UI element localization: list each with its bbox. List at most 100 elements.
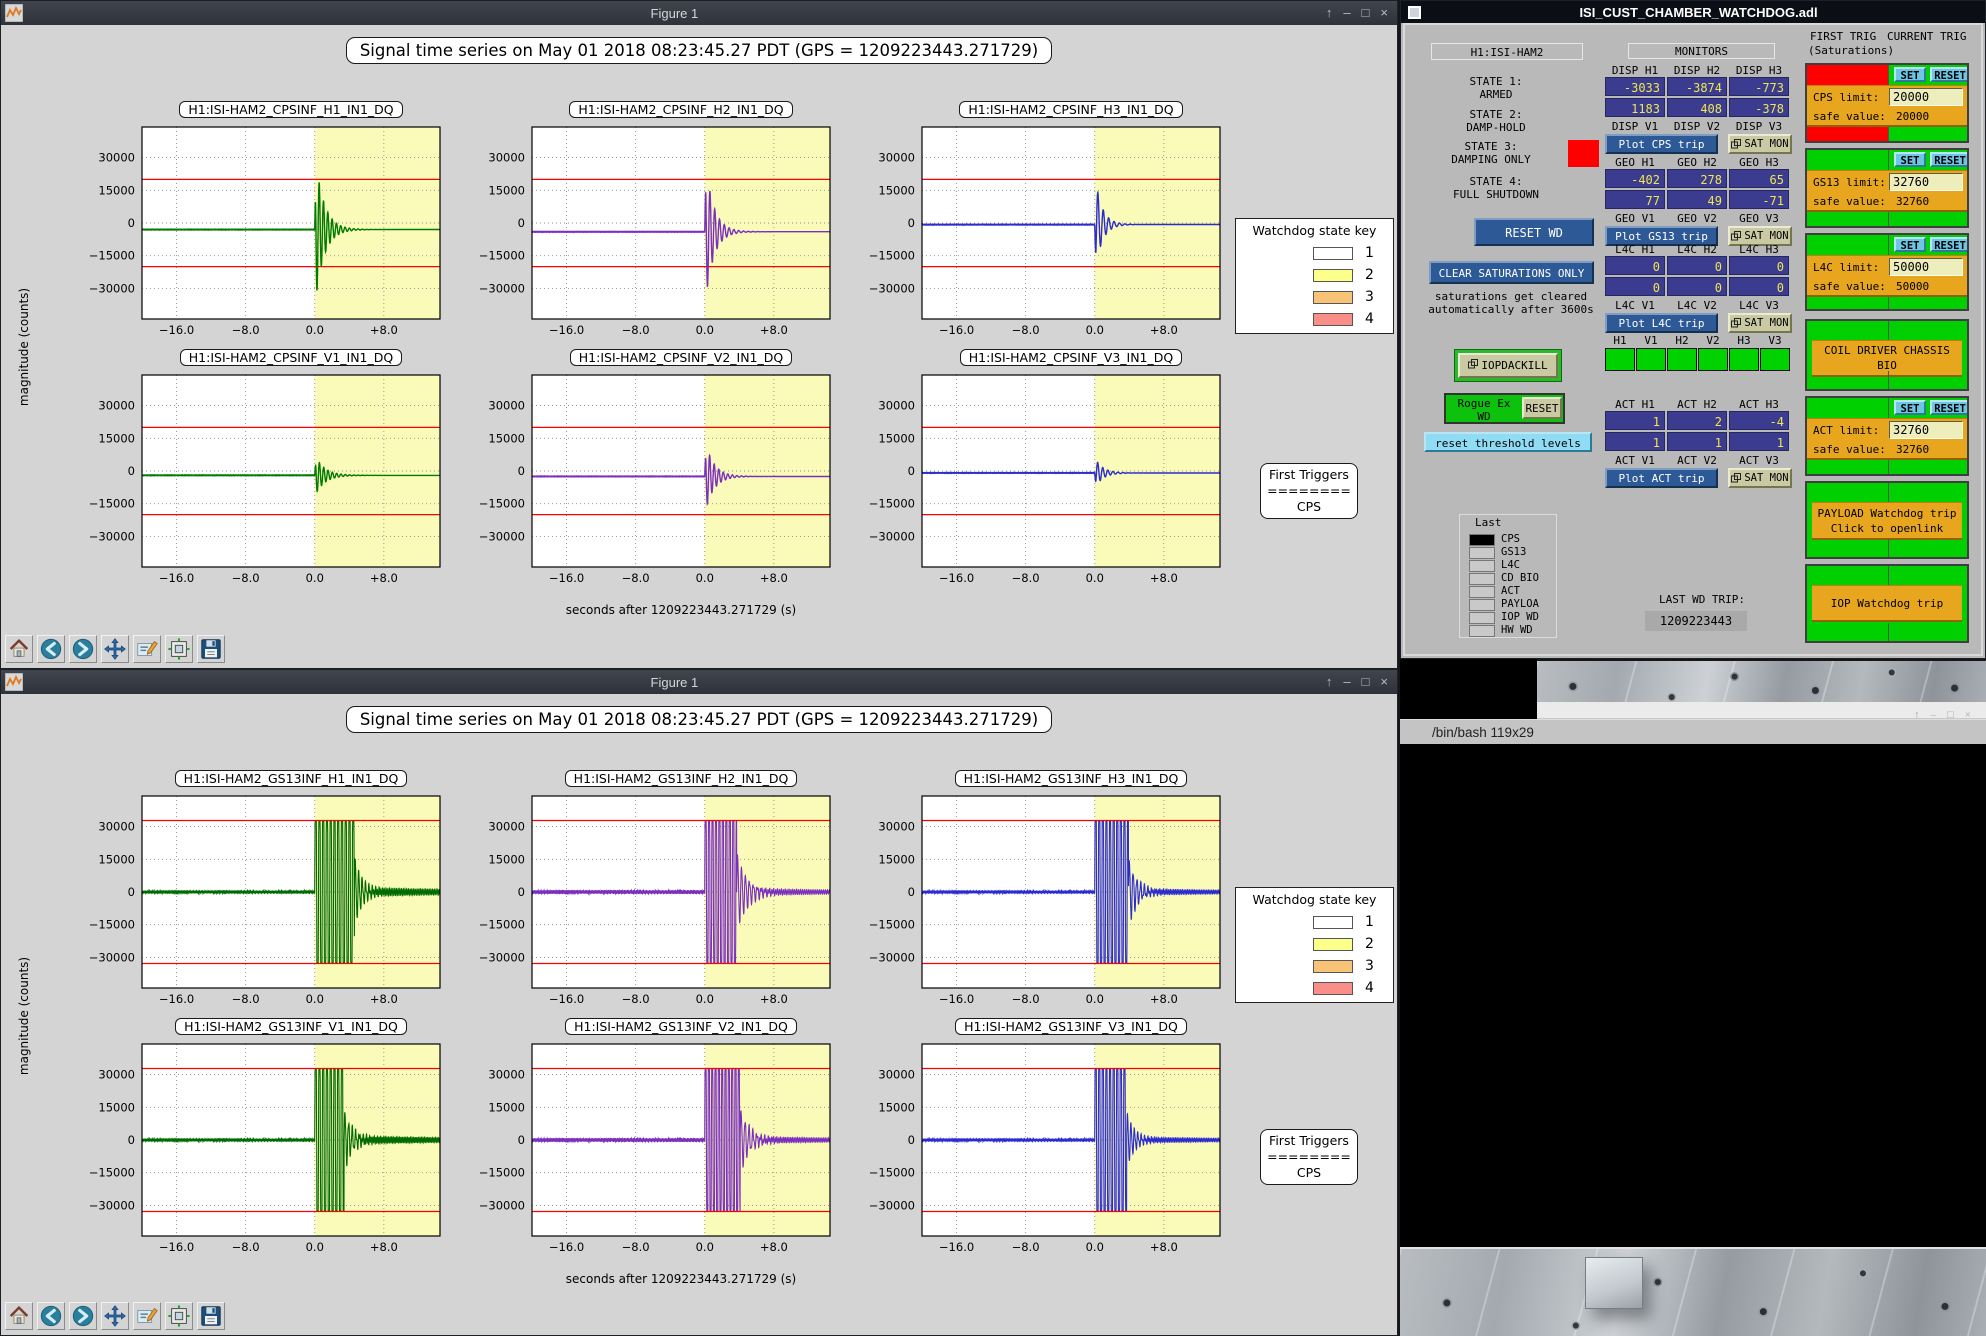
y-axis-label: magnitude (counts) [17, 956, 31, 1076]
trig-block-payload[interactable]: PAYLOAD Watchdog trip Click to openlink [1805, 481, 1969, 559]
terminal-tab[interactable]: /bin/bash 119x29 [1432, 724, 1534, 740]
plot-act-trip-button[interactable]: Plot ACT trip [1605, 468, 1718, 488]
maximize-button[interactable]: □ [1947, 709, 1954, 721]
gs13-reset-button[interactable]: RESET [1930, 152, 1967, 167]
l4c-limit-input[interactable]: 50000 [1889, 258, 1963, 276]
act-reset-button[interactable]: RESET [1930, 400, 1967, 415]
x-axis-label: seconds after 1209223443.271729 (s) [565, 603, 797, 617]
svg-text:+8.0: +8.0 [370, 571, 398, 585]
subplots-tool-button[interactable] [165, 635, 193, 663]
svg-text:+8.0: +8.0 [1150, 1240, 1178, 1254]
last-label: CD BIO [1501, 572, 1539, 584]
close-button[interactable]: × [1964, 709, 1971, 721]
pan-tool-button[interactable] [101, 1302, 129, 1330]
l4c-safe-value: 50000 [1896, 280, 1930, 293]
svg-text:+8.0: +8.0 [760, 571, 788, 585]
svg-text:0: 0 [518, 1133, 525, 1147]
cps-current-trig-indicator [1888, 65, 1967, 85]
l4c-v-label: L4C V3 [1739, 299, 1779, 312]
terminal-body[interactable] [1400, 744, 1986, 1247]
figure-titlebar[interactable]: Figure 1 ↑ – □ × [1, 670, 1397, 694]
clear-saturations-button[interactable]: CLEAR SATURATIONS ONLY [1429, 261, 1594, 284]
gs13-safe-label: safe value: [1813, 195, 1886, 208]
svg-text:0.0: 0.0 [1086, 1240, 1104, 1254]
reset-threshold-levels-button[interactable]: reset threshold levels [1424, 432, 1592, 452]
plot-gs13-trip-button[interactable]: Plot GS13 trip [1605, 226, 1718, 246]
maximize-button[interactable]: □ [1361, 5, 1370, 20]
svg-text:−8.0: −8.0 [232, 571, 260, 585]
pan-tool-button[interactable] [101, 635, 129, 663]
back-tool-button[interactable] [37, 1302, 65, 1330]
forward-tool-button[interactable] [69, 635, 97, 663]
reset-wd-button[interactable]: RESET WD [1474, 218, 1594, 246]
cps-h-label: DISP H3 [1735, 64, 1783, 77]
l4c-set-button[interactable]: SET [1894, 237, 1926, 252]
cps-monitor-value: -3874 [1667, 77, 1727, 96]
l4c-reset-button[interactable]: RESET [1930, 237, 1967, 252]
subplots-tool-button[interactable] [165, 1302, 193, 1330]
cps-reset-button[interactable]: RESET [1930, 67, 1967, 82]
payload-banner[interactable]: PAYLOAD Watchdog trip Click to openlink [1812, 502, 1962, 540]
act-set-button[interactable]: SET [1894, 400, 1926, 415]
svg-text:−15000: −15000 [89, 497, 135, 511]
customize-tool-button[interactable] [133, 1302, 161, 1330]
save-tool-button[interactable] [197, 1302, 225, 1330]
l4c-sat-mon-button[interactable]: SAT MON [1728, 313, 1792, 333]
act-limit-input[interactable]: 32760 [1889, 421, 1963, 439]
home-tool-button[interactable] [5, 1302, 33, 1330]
shade-button[interactable]: ↑ [1914, 709, 1920, 721]
cps-sat-mon-button[interactable]: SAT MON [1728, 134, 1792, 154]
gs13-sat-mon-button[interactable]: SAT MON [1728, 226, 1792, 246]
cps-monitor-value: 408 [1667, 98, 1727, 117]
iopdackill-button[interactable]: IOPDACKILL [1458, 353, 1558, 378]
gs13-set-button[interactable]: SET [1894, 152, 1926, 167]
cps-set-button[interactable]: SET [1894, 67, 1926, 82]
cps-h-label: DISP H1 [1611, 64, 1659, 77]
plot-l4c-trip-button[interactable]: Plot L4C trip [1605, 313, 1718, 333]
shade-button[interactable]: ↑ [1325, 5, 1333, 20]
trig-block-act: SET RESET ACT limit: 32760 safe value: 32760 [1805, 396, 1969, 476]
divider [1888, 623, 1889, 641]
last-list-title: Last [1475, 516, 1502, 529]
svg-text:−30000: −30000 [89, 1198, 135, 1212]
figure-titlebar[interactable]: Figure 1 ↑ – □ × [1, 1, 1397, 25]
cps-limit-input[interactable]: 20000 [1889, 88, 1963, 106]
gs13-v-label: GEO V2 [1677, 212, 1717, 225]
cps-monitor-value: -3033 [1605, 77, 1665, 96]
svg-text:15000: 15000 [878, 431, 915, 445]
minimize-button[interactable]: – [1343, 674, 1351, 689]
legend-entry: 1 [1242, 911, 1387, 933]
close-button[interactable]: × [1380, 674, 1388, 689]
gs13-limit-input[interactable]: 32760 [1889, 173, 1963, 191]
act-sat-mon-button[interactable]: SAT MON [1728, 468, 1792, 488]
close-button[interactable]: × [1380, 5, 1388, 20]
maximize-button[interactable]: □ [1361, 674, 1370, 689]
svg-text:−30000: −30000 [479, 1198, 525, 1212]
svg-text:30000: 30000 [98, 820, 135, 834]
svg-text:0.0: 0.0 [696, 571, 714, 585]
gs13-v-label: GEO V1 [1615, 212, 1655, 225]
svg-text:−8.0: −8.0 [232, 1240, 260, 1254]
subplot-title: H1:ISI-HAM2_CPSINF_H1_IN1_DQ [142, 99, 440, 118]
back-tool-button[interactable] [37, 635, 65, 663]
forward-tool-button[interactable] [69, 1302, 97, 1330]
svg-text:30000: 30000 [488, 151, 525, 165]
monitors-header: MONITORS [1628, 43, 1775, 59]
medm-titlebar[interactable]: ISI_CUST_CHAMBER_WATCHDOG.adl [1401, 1, 1985, 23]
minimize-button[interactable]: – [1343, 5, 1351, 20]
minimize-button[interactable]: – [1930, 709, 1937, 721]
svg-text:15000: 15000 [878, 852, 915, 866]
rogue-reset-button[interactable]: RESET [1522, 397, 1562, 419]
svg-text:−15000: −15000 [869, 918, 915, 932]
shade-button[interactable]: ↑ [1325, 674, 1333, 689]
svg-text:−15000: −15000 [89, 249, 135, 263]
rogue-excitation-box: Rogue Ex WD RESET [1444, 393, 1565, 424]
svg-text:0: 0 [518, 216, 525, 230]
terminal-titlebar[interactable]: ↑ – □ × [1537, 702, 1986, 721]
customize-tool-button[interactable] [133, 635, 161, 663]
first-triggers-box: First Triggers ======== CPS [1260, 1129, 1358, 1185]
home-tool-button[interactable] [5, 635, 33, 663]
hv-label: V3 [1768, 334, 1782, 347]
save-tool-button[interactable] [197, 635, 225, 663]
plot-cps-trip-button[interactable]: Plot CPS trip [1605, 134, 1718, 154]
